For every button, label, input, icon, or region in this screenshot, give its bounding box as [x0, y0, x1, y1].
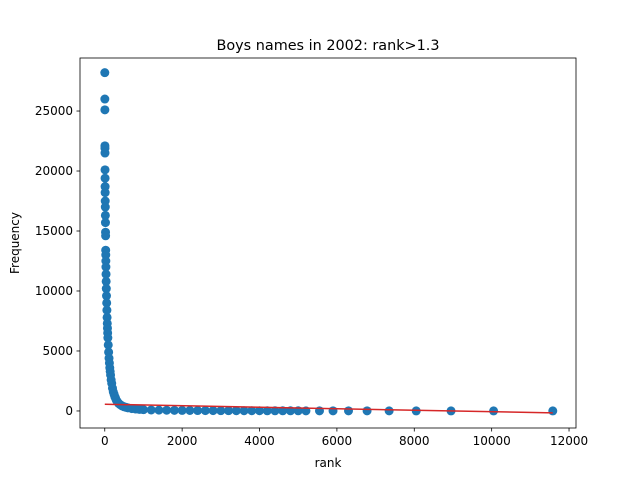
scatter-point: [100, 165, 110, 175]
scatter-point: [548, 406, 558, 416]
scatter-point: [100, 68, 110, 78]
plot-area: [100, 68, 558, 416]
x-tick-label: 10000: [473, 434, 511, 448]
scatter-point: [100, 202, 110, 212]
fit-line-group: [104, 403, 553, 414]
scatter-point: [200, 406, 210, 416]
x-tick-label: 8000: [399, 434, 430, 448]
scatter-point: [100, 218, 110, 228]
x-tick-label: 12000: [550, 434, 588, 448]
scatter-point: [278, 406, 288, 416]
scatter-point: [146, 405, 156, 415]
scatter-point: [193, 406, 203, 416]
y-tick-label: 25000: [35, 104, 73, 118]
scatter-point: [239, 406, 249, 416]
scatter-point: [362, 406, 372, 416]
scatter-point: [100, 105, 110, 115]
data-marks: [100, 68, 558, 416]
scatter-point: [208, 406, 218, 416]
y-axis-label: Frequency: [8, 212, 22, 274]
y-tick-label: 10000: [35, 284, 73, 298]
scatter-point: [384, 406, 394, 416]
scatter-point: [102, 305, 112, 315]
scatter-point: [100, 148, 110, 158]
y-axis: 0 5000 10000 15000 20000 25000: [35, 104, 80, 418]
y-tick-label: 20000: [35, 164, 73, 178]
scatter-point: [101, 231, 111, 241]
scatter-point: [489, 406, 499, 416]
x-axis: 0 2000 4000 6000 8000 10000 12000: [101, 428, 588, 448]
x-tick-label: 4000: [244, 434, 275, 448]
scatter-point: [270, 406, 280, 416]
scatter-point: [101, 269, 111, 279]
scatter-point: [344, 406, 354, 416]
scatter-point: [103, 333, 113, 343]
x-axis-label: rank: [315, 456, 342, 470]
scatter-point: [100, 188, 110, 198]
scatter-point: [162, 405, 172, 415]
scatter-point: [102, 291, 112, 301]
chart-title: Boys names in 2002: rank>1.3: [216, 38, 439, 54]
scatter-point: [231, 406, 241, 416]
y-tick-label: 15000: [35, 224, 73, 238]
scatter-point: [255, 406, 265, 416]
scatter-point: [262, 406, 272, 416]
scatter-point: [247, 406, 257, 416]
scatter-point: [100, 210, 110, 220]
scatter-point: [154, 405, 164, 415]
scatter-point: [216, 406, 226, 416]
plot-frame: [79, 57, 577, 429]
scatter-point: [102, 298, 112, 308]
scatter-point: [100, 94, 110, 104]
scatter-point: [100, 173, 110, 183]
scatter-point: [103, 340, 113, 350]
x-tick-label: 2000: [167, 434, 198, 448]
scatter-point: [185, 405, 195, 415]
y-tick-label: 0: [65, 404, 73, 418]
scatter-point: [138, 405, 148, 415]
y-tick-label: 5000: [42, 344, 73, 358]
scatter-point: [224, 406, 234, 416]
regression-line: [104, 403, 553, 414]
scatter-point: [169, 405, 179, 415]
scatter-point: [328, 406, 338, 416]
scatter-point: [101, 276, 111, 286]
x-tick-label: 6000: [322, 434, 353, 448]
scatter-point: [101, 284, 111, 294]
scatter-point: [177, 405, 187, 415]
x-tick-label: 0: [101, 434, 109, 448]
scatter-point: [101, 262, 111, 272]
